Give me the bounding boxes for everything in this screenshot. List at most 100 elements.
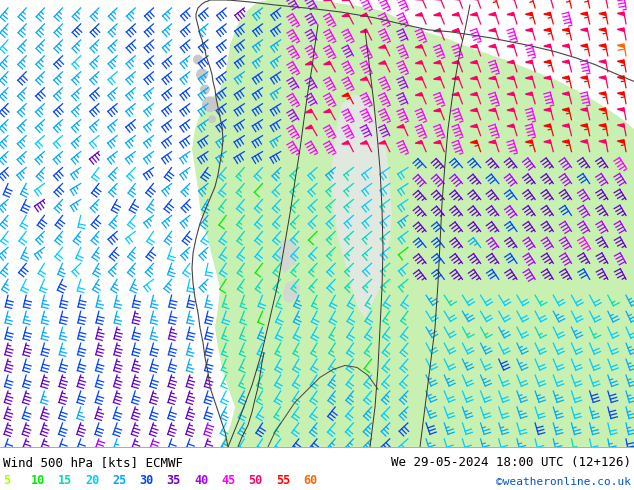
Polygon shape <box>562 92 569 96</box>
Polygon shape <box>581 124 588 127</box>
Polygon shape <box>452 13 460 16</box>
Polygon shape <box>489 108 496 112</box>
Polygon shape <box>306 125 313 128</box>
Polygon shape <box>507 13 514 16</box>
Text: Wind 500 hPa [kts] ECMWF: Wind 500 hPa [kts] ECMWF <box>3 456 183 469</box>
Polygon shape <box>397 125 404 128</box>
Polygon shape <box>618 140 624 143</box>
Polygon shape <box>415 93 423 96</box>
Polygon shape <box>526 60 533 64</box>
Polygon shape <box>306 61 313 65</box>
Text: We 29-05-2024 18:00 UTC (12+126): We 29-05-2024 18:00 UTC (12+126) <box>391 456 631 469</box>
Polygon shape <box>470 13 477 16</box>
Polygon shape <box>507 124 514 127</box>
Polygon shape <box>360 29 368 32</box>
Polygon shape <box>526 140 533 144</box>
Polygon shape <box>618 12 624 16</box>
Polygon shape <box>470 108 477 112</box>
Text: 35: 35 <box>167 473 181 487</box>
Polygon shape <box>581 76 588 79</box>
Text: 40: 40 <box>194 473 208 487</box>
Polygon shape <box>599 92 606 96</box>
Polygon shape <box>415 13 423 16</box>
Polygon shape <box>562 124 569 127</box>
Text: 60: 60 <box>303 473 317 487</box>
Polygon shape <box>599 76 606 79</box>
Text: 5: 5 <box>3 473 10 487</box>
Polygon shape <box>544 44 551 48</box>
Polygon shape <box>489 45 496 48</box>
Polygon shape <box>283 280 300 303</box>
Polygon shape <box>489 76 496 79</box>
Polygon shape <box>434 141 441 144</box>
Polygon shape <box>544 124 551 127</box>
Polygon shape <box>278 238 298 273</box>
Polygon shape <box>618 124 624 127</box>
Polygon shape <box>360 13 368 16</box>
Polygon shape <box>306 109 313 113</box>
Polygon shape <box>562 140 569 143</box>
Polygon shape <box>452 93 460 96</box>
Polygon shape <box>378 61 386 64</box>
Polygon shape <box>434 13 441 16</box>
Polygon shape <box>618 60 624 63</box>
Polygon shape <box>434 29 441 32</box>
Polygon shape <box>470 124 477 127</box>
Polygon shape <box>360 77 368 80</box>
Polygon shape <box>434 109 441 112</box>
Polygon shape <box>618 28 624 31</box>
Polygon shape <box>526 28 533 32</box>
Polygon shape <box>378 45 386 48</box>
Polygon shape <box>618 92 624 95</box>
Polygon shape <box>507 92 514 96</box>
Polygon shape <box>507 108 514 112</box>
Polygon shape <box>489 140 496 144</box>
Polygon shape <box>544 28 551 31</box>
Text: 20: 20 <box>85 473 99 487</box>
Polygon shape <box>342 141 349 144</box>
Polygon shape <box>544 12 551 16</box>
Polygon shape <box>415 45 423 48</box>
Circle shape <box>193 54 203 65</box>
Polygon shape <box>581 12 588 16</box>
Polygon shape <box>618 44 624 48</box>
Polygon shape <box>470 61 477 64</box>
Text: 50: 50 <box>249 473 262 487</box>
Polygon shape <box>562 108 569 111</box>
Polygon shape <box>470 45 477 48</box>
Polygon shape <box>581 44 588 48</box>
Polygon shape <box>562 28 569 31</box>
Polygon shape <box>415 141 423 144</box>
Polygon shape <box>599 44 606 48</box>
Polygon shape <box>507 60 514 64</box>
Polygon shape <box>618 76 624 79</box>
Circle shape <box>202 97 218 112</box>
Circle shape <box>196 69 208 80</box>
Polygon shape <box>360 141 368 144</box>
Polygon shape <box>599 60 606 63</box>
Polygon shape <box>452 61 460 64</box>
Polygon shape <box>599 124 606 127</box>
Polygon shape <box>434 77 441 80</box>
Polygon shape <box>526 92 533 96</box>
Polygon shape <box>489 28 496 32</box>
Polygon shape <box>618 108 624 111</box>
Polygon shape <box>192 0 634 447</box>
Text: 30: 30 <box>139 473 153 487</box>
Polygon shape <box>544 60 551 64</box>
Polygon shape <box>378 141 386 144</box>
Polygon shape <box>526 76 533 79</box>
Polygon shape <box>599 28 606 31</box>
Text: ©weatheronline.co.uk: ©weatheronline.co.uk <box>496 477 631 487</box>
Polygon shape <box>599 140 606 143</box>
Polygon shape <box>434 61 441 64</box>
Polygon shape <box>562 44 569 48</box>
Polygon shape <box>470 76 477 80</box>
Polygon shape <box>544 108 551 111</box>
Polygon shape <box>562 60 569 64</box>
Polygon shape <box>323 109 331 112</box>
Polygon shape <box>507 45 514 48</box>
Polygon shape <box>452 76 460 80</box>
Polygon shape <box>332 95 392 318</box>
Text: 45: 45 <box>221 473 235 487</box>
